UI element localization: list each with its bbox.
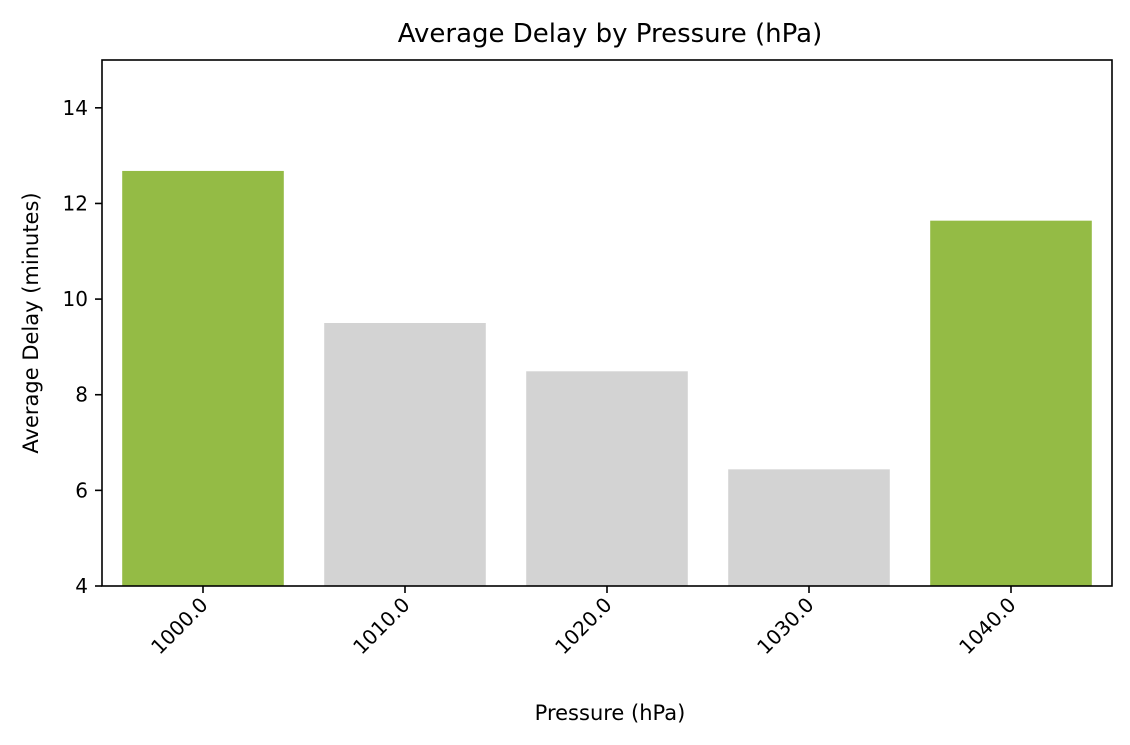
y-tick-label-10: 10	[63, 287, 88, 311]
x-tick-label-1010.0: 1010.0	[348, 593, 414, 659]
y-tick-label-12: 12	[63, 191, 88, 215]
y-axis: 4 6 8 10 12 14	[63, 96, 102, 598]
y-tick-label-6: 6	[75, 478, 88, 502]
bars-group	[122, 170, 1092, 587]
y-tick-label-8: 8	[75, 383, 88, 407]
x-tick-label-1040.0: 1040.0	[954, 593, 1020, 659]
chart-title: Average Delay by Pressure (hPa)	[398, 19, 823, 49]
x-axis-label: Pressure (hPa)	[535, 701, 686, 725]
bar-1010.0	[324, 323, 486, 586]
y-tick-label-14: 14	[63, 96, 88, 120]
x-axis: 1000.0 1010.0 1020.0 1030.0 1040.0	[146, 586, 1021, 659]
bar-1020.0	[526, 371, 688, 586]
y-tick-label-4: 4	[75, 574, 88, 598]
x-tick-label-1020.0: 1020.0	[550, 593, 616, 659]
bar-1040.0	[930, 220, 1092, 586]
x-tick-label-1030.0: 1030.0	[752, 593, 818, 659]
bar-1000.0	[122, 170, 284, 587]
bar-1030.0	[728, 469, 890, 586]
x-tick-label-1000.0: 1000.0	[146, 593, 212, 659]
y-axis-label: Average Delay (minutes)	[19, 192, 43, 453]
